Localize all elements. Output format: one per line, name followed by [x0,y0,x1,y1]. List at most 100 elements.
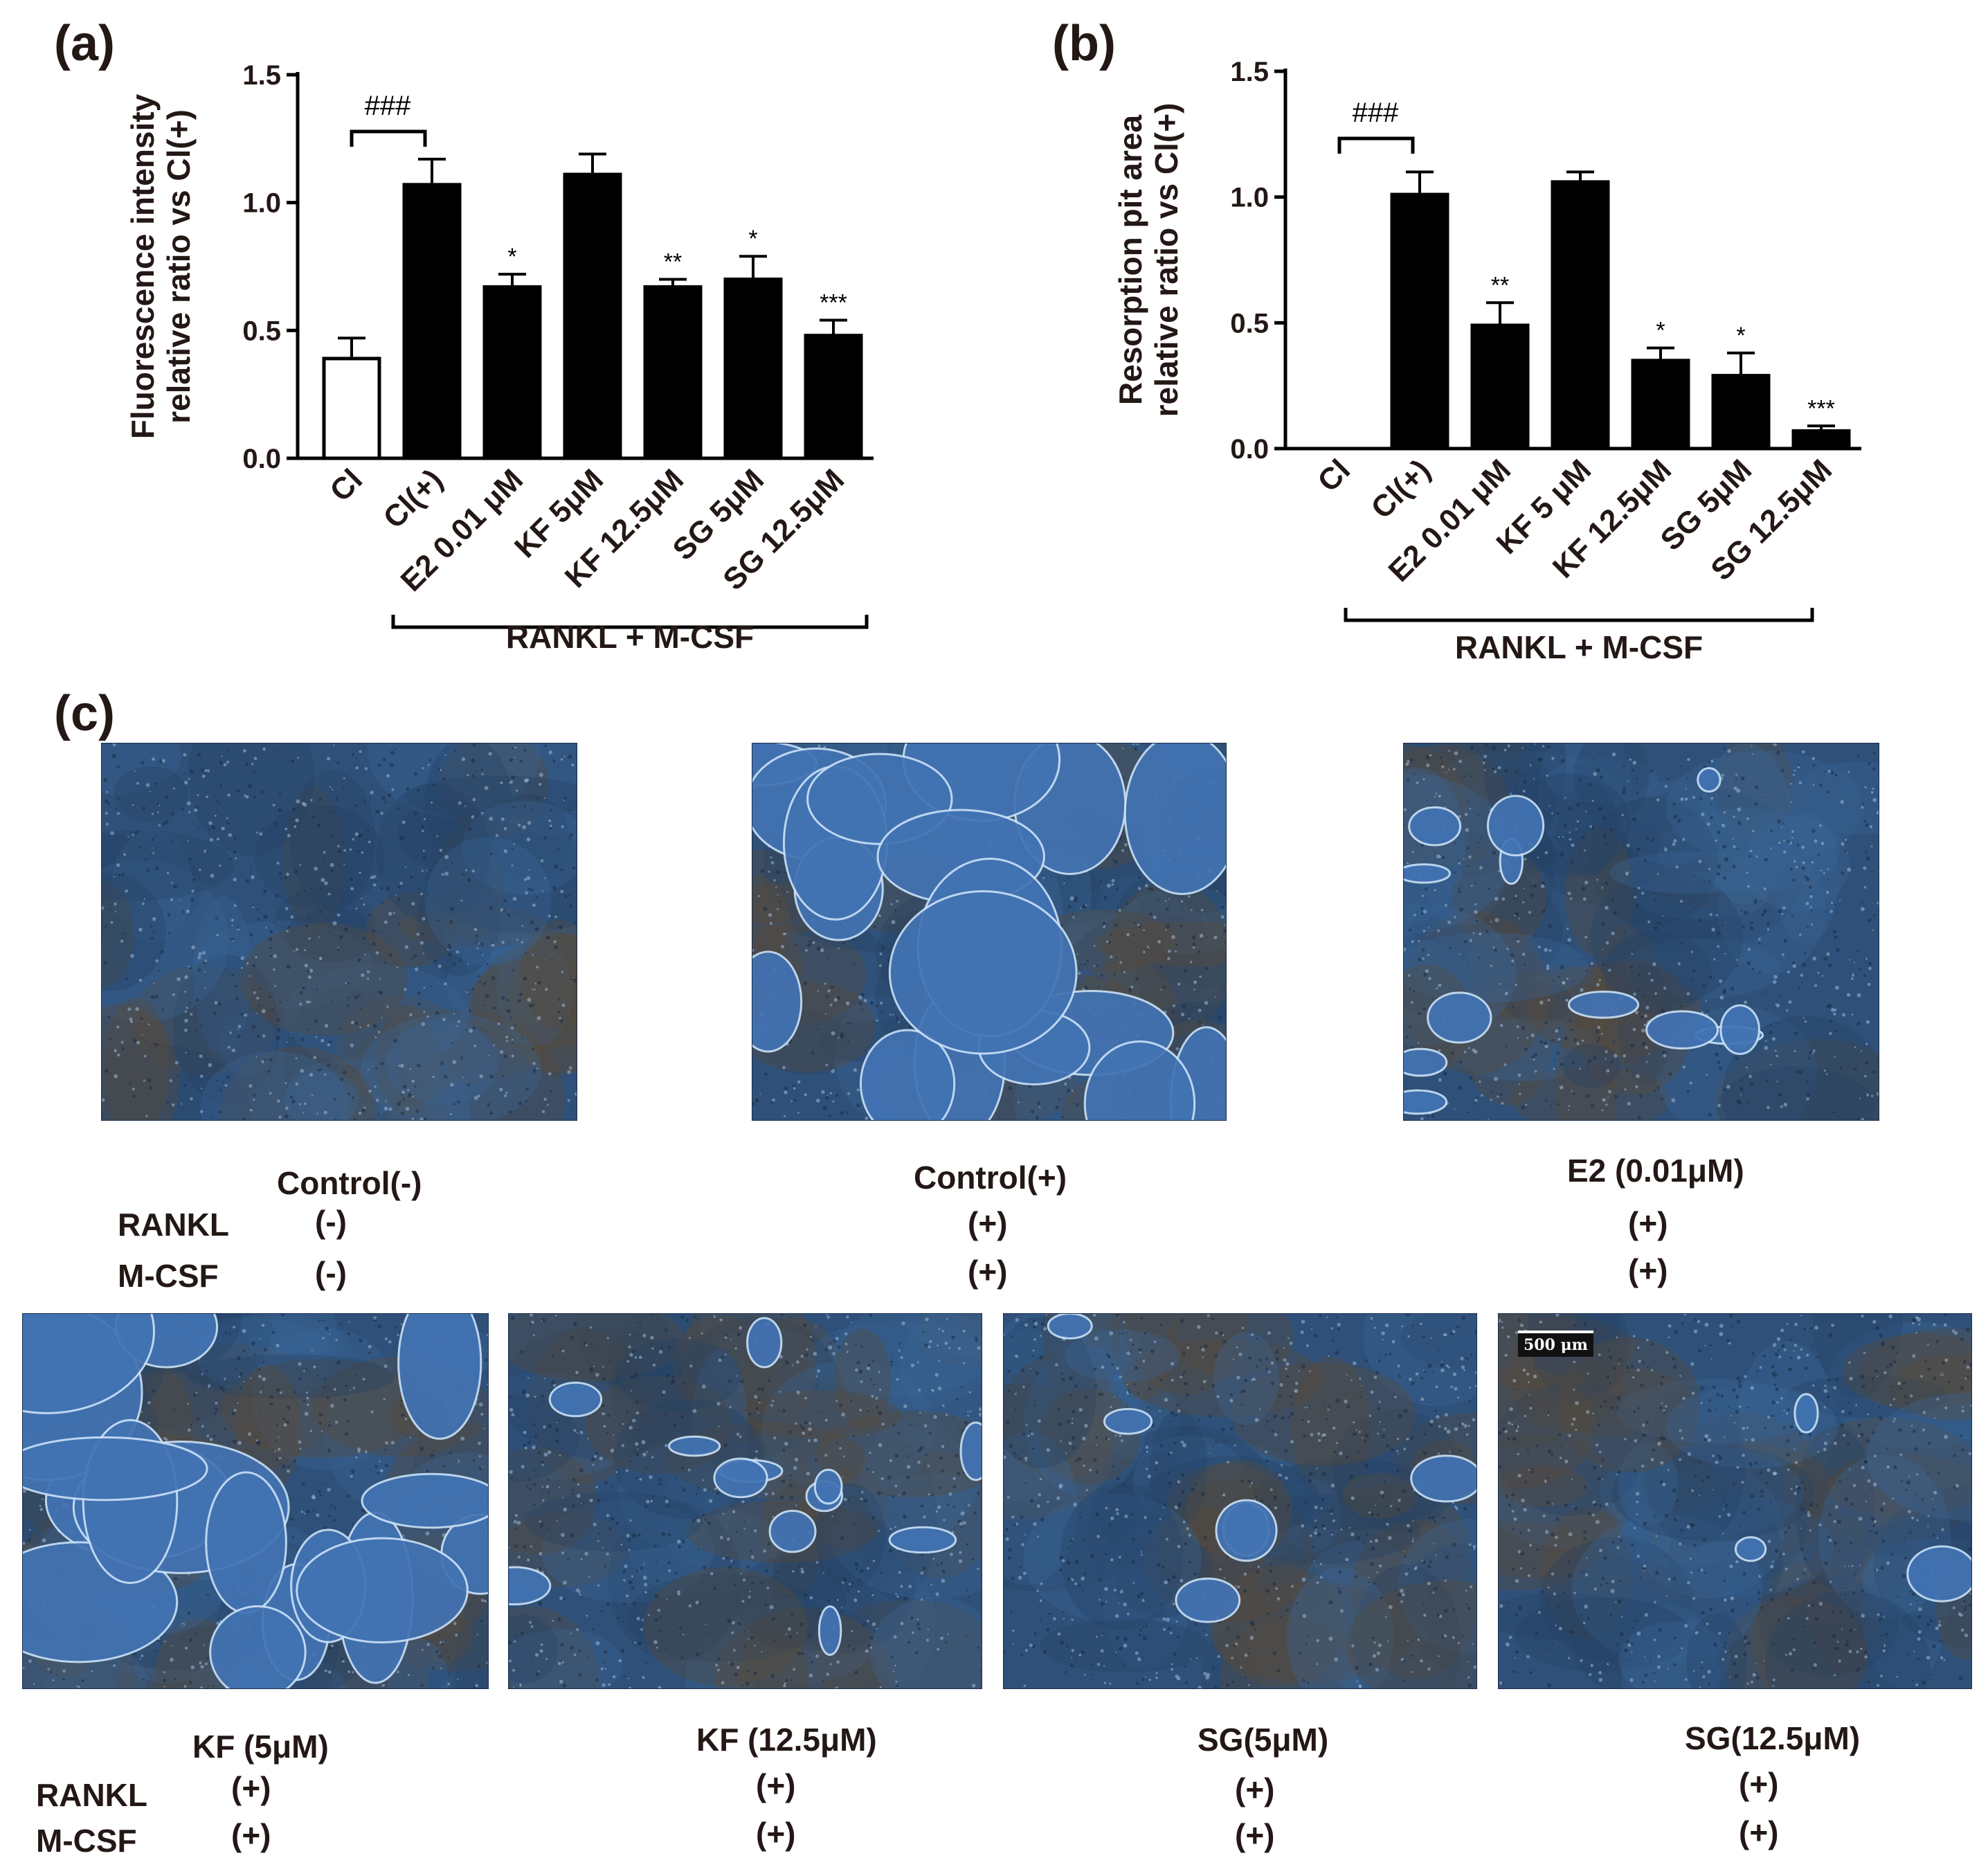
micrograph-speckle [349,848,352,851]
micrograph-speckle [511,1413,515,1417]
micrograph-speckle [1500,1024,1503,1027]
micrograph-speckle [1474,910,1478,914]
micrograph-speckle [233,877,237,882]
micrograph-kf-12-5 [508,1313,982,1689]
micrograph-speckle [379,1461,381,1463]
micrograph-speckle [1546,964,1550,968]
micrograph-speckle [1118,909,1121,912]
micrograph-speckle [1650,978,1654,982]
micrograph-speckle [975,1339,979,1342]
micrograph-speckle [513,843,516,845]
micrograph-speckle [1625,919,1628,921]
micrograph-speckle [239,932,241,935]
micrograph-speckle [1114,860,1118,864]
micrograph-speckle [333,1387,336,1391]
micrograph-mottle [752,875,789,967]
micrograph-speckle [576,1588,579,1591]
micrograph-speckle [256,996,260,1000]
micrograph-speckle [775,869,780,874]
micrograph-speckle [695,1600,700,1605]
micrograph-speckle [295,818,299,822]
micrograph-speckle [275,1343,280,1348]
micrograph-speckle [273,954,278,959]
micrograph-speckle [291,807,296,811]
micrograph-speckle [770,1674,775,1678]
micrograph-speckle [343,863,345,865]
micrograph-speckle [1571,1061,1575,1065]
micrograph-mottle [467,957,577,1051]
micrograph-speckle [1798,764,1800,767]
micrograph-speckle [781,1409,786,1413]
micrograph-speckle [323,1378,327,1380]
micrograph-background [1404,743,1879,1120]
micrograph-speckle [757,1411,759,1414]
micrograph-speckle [967,1414,970,1417]
micrograph-background [102,743,577,1120]
micrograph-speckle [472,774,475,777]
micrograph-speckle [1136,743,1139,746]
micrograph-speckle [201,950,206,955]
micrograph-speckle [676,1540,681,1544]
micrograph-speckle [364,767,368,770]
micrograph-speckle [1814,839,1818,843]
micrograph-speckle [526,876,531,881]
micrograph-speckle [962,1521,966,1525]
micrograph-speckle [244,762,249,766]
micrograph-speckle [901,1015,903,1018]
micrograph-speckle [726,1537,730,1541]
micrograph-speckle [1748,1074,1752,1079]
micrograph-speckle [908,1585,912,1589]
micrograph-speckle [351,753,355,757]
micrograph-speckle [612,1486,614,1488]
micrograph-speckle [414,967,419,971]
micrograph-speckle [532,1334,535,1337]
micrograph-speckle [1624,1088,1627,1091]
micrograph-speckle [651,1347,654,1350]
micrograph-speckle [170,881,173,884]
micrograph-speckle [826,1094,829,1097]
micrograph-speckle [1796,1070,1800,1074]
micrograph-speckle [937,1505,941,1509]
micrograph-speckle [1438,1049,1441,1052]
micrograph-speckle [1629,758,1632,761]
micrograph-speckle [47,1668,50,1670]
micrograph-speckle [1179,924,1183,928]
micrograph-speckle [497,1022,500,1025]
micrograph-speckle [597,1498,601,1503]
micrograph-speckle [244,1012,246,1015]
micrograph-speckle [570,1533,574,1537]
micrograph-speckle [630,1375,635,1380]
micrograph-speckle [838,947,840,950]
micrograph-speckle [682,1382,685,1385]
micrograph-speckle [1837,912,1839,914]
micrograph-speckle [805,1589,807,1591]
micrograph-speckle [336,799,338,802]
micrograph-speckle [816,946,821,951]
micrograph-speckle [526,1485,529,1488]
micrograph-speckle [1812,1049,1816,1053]
micrograph-speckle [1827,1003,1832,1008]
micrograph-speckle [237,1402,239,1404]
micrograph-speckle [1551,812,1553,815]
micrograph-mottle [200,1051,350,1120]
micrograph-speckle [1787,840,1791,844]
micrograph-speckle [156,811,159,813]
micrograph-speckle [1759,899,1761,902]
micrograph-speckle [503,899,507,903]
micrograph-speckle [588,1576,590,1578]
micrograph-speckle [894,1526,897,1528]
micrograph-mottle [417,864,500,976]
micrograph-speckle [680,1315,685,1319]
micrograph-speckle [1458,759,1463,764]
micrograph-speckle [208,828,210,831]
micrograph-speckle [839,1447,842,1450]
micrograph-speckle [966,1589,969,1591]
micrograph-speckle [1542,745,1545,748]
micrograph-speckle [314,1019,318,1023]
micrograph-speckle [946,1331,948,1333]
micrograph-speckle [1764,858,1769,862]
y-tick-label: 1.5 [242,60,281,91]
micrograph-speckle [1521,747,1524,750]
micrograph-speckle [1458,887,1461,890]
micrograph-speckle [580,1558,583,1560]
